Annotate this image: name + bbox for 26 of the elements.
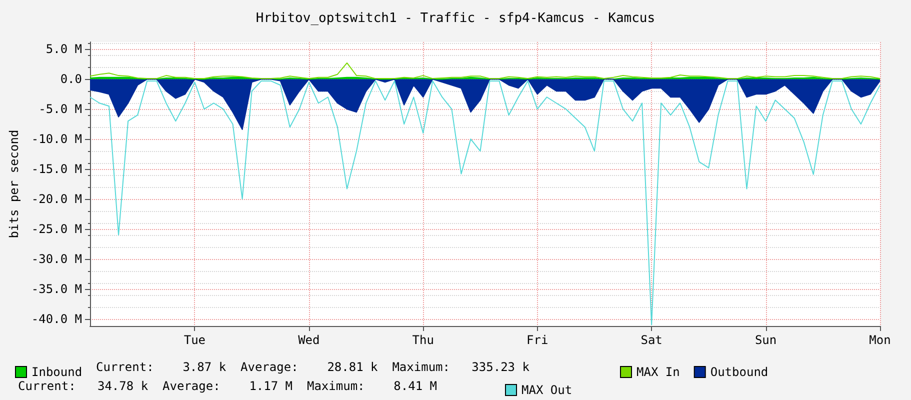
y-tick-label: -10.0 M — [31, 132, 82, 146]
y-axis-title: bits per second — [7, 130, 21, 238]
y-tick-label: -25.0 M — [31, 222, 82, 236]
x-tick-label: Sat — [640, 333, 662, 347]
y-tick-label: -30.0 M — [31, 252, 82, 266]
legend-label: MAX In — [636, 365, 680, 379]
y-tick-label: -35.0 M — [31, 282, 82, 296]
line-series — [90, 62, 880, 80]
y-tick-label: -5.0 M — [38, 102, 82, 116]
y-tick-label: -20.0 M — [31, 192, 82, 206]
text: Current: 3.87 k Average: 28.81 k Maximum: 335.23 k — [96, 360, 530, 374]
text: Current: 34.78 k Average: 1.17 M Maximum: 8.41 M — [18, 379, 438, 393]
x-tick-label: Wed — [298, 333, 320, 347]
x-tick-label: Thu — [412, 333, 434, 347]
y-tick-label: 0.0 — [60, 72, 82, 86]
legend-label: MAX Out — [522, 383, 572, 397]
legend-label: Inbound — [32, 365, 82, 379]
x-tick-label: Mon — [869, 333, 891, 347]
x-tick-label: Sun — [754, 333, 777, 347]
x-tick-label: Fri — [526, 333, 548, 347]
y-tick-label: -40.0 M — [31, 312, 82, 326]
x-tick-label: Tue — [184, 333, 206, 347]
chart-title: Hrbitov_optswitch1 - Traffic - sfp4-Kamcus - Kamcus — [256, 11, 656, 26]
y-tick-label: -15.0 M — [31, 162, 82, 176]
y-tick-label: 5.0 M — [46, 42, 82, 56]
legend-label: Outbound — [710, 365, 768, 379]
